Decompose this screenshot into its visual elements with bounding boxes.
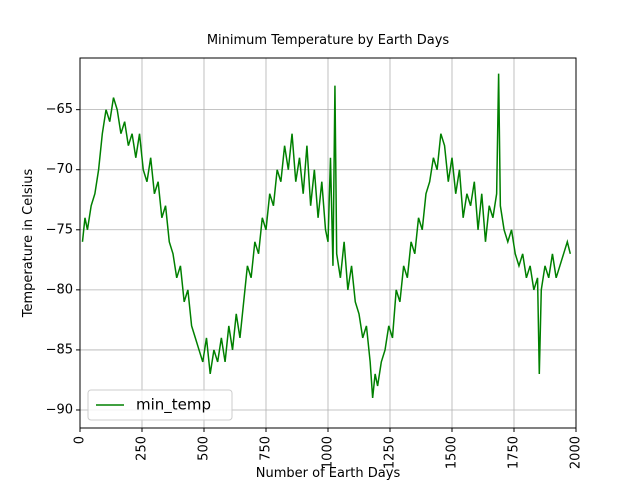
legend-box [87,389,233,421]
y-axis-label: Temperature in Celsius [21,169,36,319]
x-tick-label: 250 [135,436,150,461]
chart-title: Minimum Temperature by Earth Days [207,33,450,48]
x-tick-label: 1250 [383,436,398,469]
x-tick-label: 500 [197,436,212,461]
y-tick-label: −65 [46,102,73,117]
y-tick-label: −80 [46,282,73,297]
x-tick-label: 750 [259,436,274,461]
x-axis-label: Number of Earth Days [256,466,401,480]
x-tick-label: 1500 [445,436,460,469]
x-tick-label: 0 [73,436,88,444]
data-line [81,73,572,399]
y-tick-label: −75 [46,222,73,237]
legend-label: min_temp [136,396,211,415]
y-tick-label: −85 [46,342,73,357]
x-tick-label: 2000 [569,436,584,469]
plot-frame [79,57,577,429]
y-tick-label: −90 [46,402,73,417]
x-tick-label: 1750 [507,436,522,469]
x-tick-label: 1000 [321,436,336,469]
y-tick-label: −70 [46,162,73,177]
